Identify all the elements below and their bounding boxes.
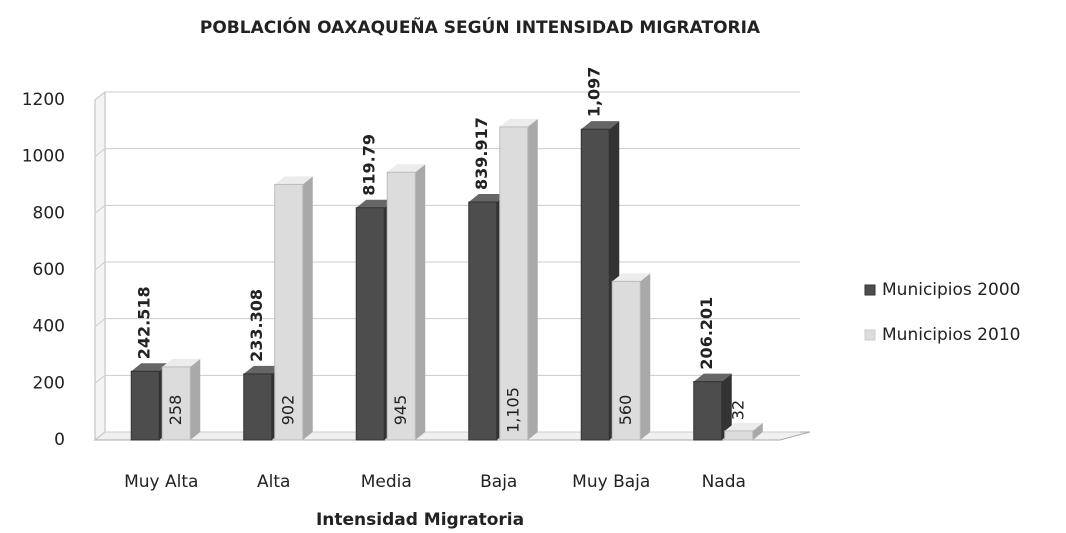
grid-line [94, 204, 800, 214]
grid-line [94, 148, 800, 158]
bar-top [693, 373, 732, 382]
bar-side [527, 118, 538, 441]
grid-line [94, 318, 800, 328]
bar [611, 280, 641, 441]
bar [724, 430, 754, 441]
bar [693, 381, 723, 441]
bar-side [752, 422, 763, 440]
x-tick-label: Baja [480, 472, 517, 492]
x-tick-label: Nada [702, 472, 746, 492]
x-tick-label: Muy Alta [124, 472, 198, 492]
bar-top [356, 199, 395, 208]
bar [580, 128, 610, 441]
x-tick-label: Muy Baja [572, 472, 650, 492]
bar-top [581, 121, 620, 130]
y-tick-label: 1200 [22, 90, 65, 110]
y-tick-label: 200 [33, 373, 65, 393]
bar-top [468, 194, 507, 203]
y-tick-label: 800 [33, 203, 65, 223]
legend-swatch [864, 284, 876, 296]
grid-line [94, 374, 800, 384]
data-label: 206.201 [697, 297, 716, 370]
y-tick-label: 1000 [22, 147, 65, 167]
bar-top [387, 164, 426, 173]
data-label: 1,097 [585, 67, 604, 118]
data-label: 819.79 [360, 134, 379, 196]
bar [468, 201, 498, 441]
x-tick-label: Alta [257, 472, 290, 492]
bar [355, 207, 385, 441]
bar [386, 171, 416, 441]
bar [274, 183, 304, 441]
bar-top [131, 363, 170, 372]
chart-title: POBLACIÓN OAXAQUEÑA SEGÚN INTENSIDAD MIG… [200, 15, 761, 38]
grid-line [94, 261, 800, 271]
bar-top [162, 358, 201, 367]
data-label: 32 [728, 400, 747, 420]
grid-line [94, 91, 800, 101]
x-tick-label: Media [361, 472, 412, 492]
data-label: 233.308 [247, 289, 266, 362]
data-label: 1,105 [503, 387, 522, 433]
bar [243, 373, 273, 441]
bar-top [499, 118, 538, 127]
legend-swatch [864, 329, 876, 341]
data-label: 945 [391, 395, 410, 426]
bar-top [612, 273, 651, 282]
bar-side [190, 358, 201, 440]
data-label: 242.518 [135, 286, 154, 359]
bar-side [721, 373, 732, 440]
data-label: 839.917 [472, 117, 491, 190]
bar-side [415, 164, 426, 440]
bar-top [724, 422, 763, 431]
bar-side [302, 176, 313, 440]
y-tick-label: 600 [33, 260, 65, 280]
legend-label: Municipios 2010 [882, 325, 1020, 345]
bar-top [243, 365, 282, 374]
legend-label: Municipios 2000 [882, 280, 1020, 300]
data-label: 258 [166, 395, 185, 426]
bar [499, 126, 529, 441]
y-tick-label: 400 [33, 317, 65, 337]
x-axis-title: Intensidad Migratoria [316, 510, 524, 530]
bar [130, 370, 160, 441]
bar [161, 366, 191, 441]
y-tick-label: 0 [54, 430, 65, 450]
data-label: 560 [616, 395, 635, 426]
grid-line [94, 431, 800, 441]
bar-top [274, 176, 313, 185]
data-label: 902 [278, 395, 297, 426]
bar-side [640, 273, 651, 440]
